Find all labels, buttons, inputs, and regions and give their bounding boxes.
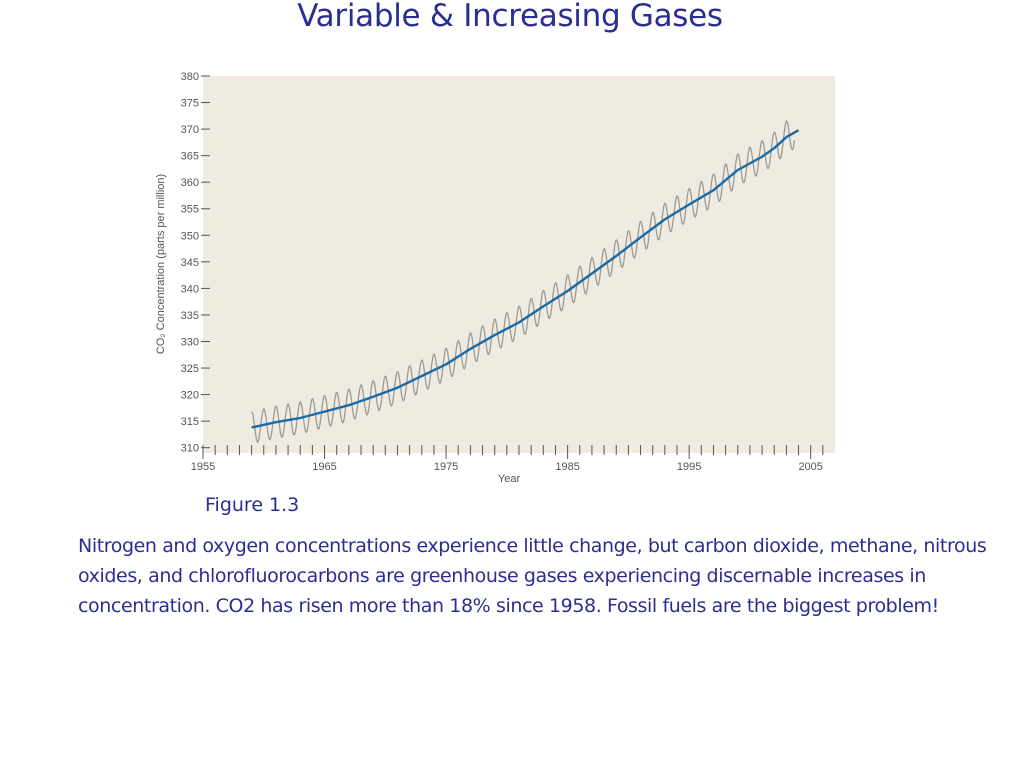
x-tick-label: 1965 — [312, 461, 336, 473]
seasonal-line — [251, 120, 796, 444]
y-tick-label: 345 — [181, 257, 199, 269]
x-axis-title: Year — [498, 473, 521, 485]
y-tick-label: 375 — [181, 98, 199, 110]
y-tick-label: 360 — [181, 177, 199, 189]
x-axis: 1955 1965 1975 1985 1995 2005 — [191, 445, 824, 473]
y-tick-label: 315 — [181, 416, 199, 428]
y-tick-label: 350 — [181, 230, 199, 242]
y-tick-label: 355 — [181, 204, 199, 216]
slide-title: Variable & Increasing Gases — [297, 0, 723, 34]
trend-line — [251, 129, 800, 429]
y-tick-label: 340 — [181, 283, 199, 295]
y-tick-label: 370 — [181, 124, 199, 136]
y-tick-label: 330 — [181, 336, 199, 348]
seasonal-series — [251, 120, 796, 444]
y-tick-label: 380 — [181, 71, 199, 83]
y-tick-label: 310 — [181, 443, 199, 455]
y-tick-label: 325 — [181, 363, 199, 375]
x-tick-label: 1985 — [555, 461, 579, 473]
co2-chart: 310 315 320 325 330 335 340 345 350 355 360 365 370 3… — [155, 71, 835, 485]
y-tick-label: 365 — [181, 151, 199, 163]
trend-series — [251, 129, 800, 429]
y-tick-label: 320 — [181, 390, 199, 402]
body-paragraph: Nitrogen and oxygen concentrations exper… — [78, 535, 987, 617]
x-tick-label: 2005 — [798, 461, 822, 473]
y-axis-title: CO₂ Concentration (parts per million) — [155, 174, 167, 354]
y-tick-label: 335 — [181, 310, 199, 322]
plot-area — [203, 76, 835, 453]
x-tick-label: 1995 — [677, 461, 701, 473]
figure-caption: Figure 1.3 — [205, 494, 300, 516]
y-axis: 310 315 320 325 330 335 340 345 350 355 360 365 370 3… — [181, 71, 210, 455]
x-tick-label: 1975 — [434, 461, 458, 473]
x-tick-label: 1955 — [191, 461, 215, 473]
